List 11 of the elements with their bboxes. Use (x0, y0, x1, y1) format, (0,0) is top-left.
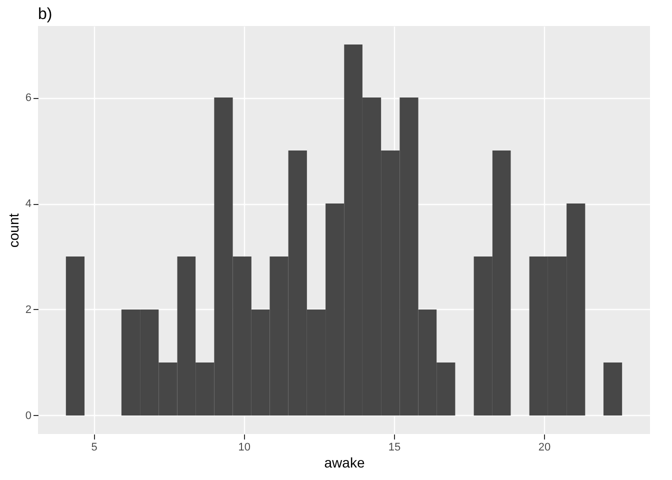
x-tick-label: 15 (388, 442, 401, 454)
y-axis-title: count (5, 213, 22, 248)
y-tick-label: 4 (25, 198, 32, 210)
x-tick-label: 10 (238, 442, 251, 454)
x-tick-label: 5 (91, 442, 98, 454)
y-tick-label: 6 (25, 92, 32, 104)
x-tick-label: 20 (538, 442, 551, 454)
chart-title: b) (38, 6, 52, 23)
y-tick-label: 0 (25, 410, 32, 422)
x-axis-title: awake (324, 454, 365, 470)
y-tick-label: 2 (25, 304, 32, 316)
